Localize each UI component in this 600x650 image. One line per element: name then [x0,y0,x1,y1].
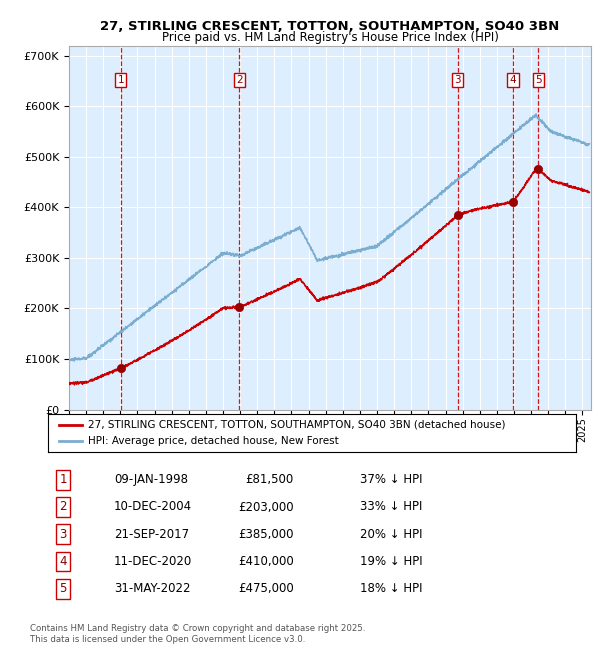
Text: 37% ↓ HPI: 37% ↓ HPI [360,473,422,486]
Text: Contains HM Land Registry data © Crown copyright and database right 2025.
This d: Contains HM Land Registry data © Crown c… [30,624,365,644]
Text: £475,000: £475,000 [238,582,294,595]
Text: 27, STIRLING CRESCENT, TOTTON, SOUTHAMPTON, SO40 3BN (detached house): 27, STIRLING CRESCENT, TOTTON, SOUTHAMPT… [88,420,505,430]
Text: £203,000: £203,000 [238,500,294,514]
Text: 2: 2 [236,75,242,85]
Text: 1: 1 [59,473,67,486]
Text: 18% ↓ HPI: 18% ↓ HPI [360,582,422,595]
Text: 11-DEC-2020: 11-DEC-2020 [114,555,192,568]
Text: 27, STIRLING CRESCENT, TOTTON, SOUTHAMPTON, SO40 3BN: 27, STIRLING CRESCENT, TOTTON, SOUTHAMPT… [100,20,560,32]
Text: 21-SEP-2017: 21-SEP-2017 [114,528,189,541]
Text: 4: 4 [509,75,516,85]
Text: 20% ↓ HPI: 20% ↓ HPI [360,528,422,541]
Text: 3: 3 [455,75,461,85]
Text: 4: 4 [59,555,67,568]
Text: 31-MAY-2022: 31-MAY-2022 [114,582,191,595]
Text: £81,500: £81,500 [246,473,294,486]
Text: 2: 2 [59,500,67,514]
Text: HPI: Average price, detached house, New Forest: HPI: Average price, detached house, New … [88,436,338,446]
Text: 1: 1 [118,75,124,85]
Text: 3: 3 [59,528,67,541]
Text: £385,000: £385,000 [239,528,294,541]
Text: 33% ↓ HPI: 33% ↓ HPI [360,500,422,514]
Text: 19% ↓ HPI: 19% ↓ HPI [360,555,422,568]
Text: 09-JAN-1998: 09-JAN-1998 [114,473,188,486]
Text: Price paid vs. HM Land Registry's House Price Index (HPI): Price paid vs. HM Land Registry's House … [161,31,499,44]
Text: £410,000: £410,000 [238,555,294,568]
Text: 5: 5 [59,582,67,595]
Text: 5: 5 [535,75,541,85]
Text: 10-DEC-2004: 10-DEC-2004 [114,500,192,514]
